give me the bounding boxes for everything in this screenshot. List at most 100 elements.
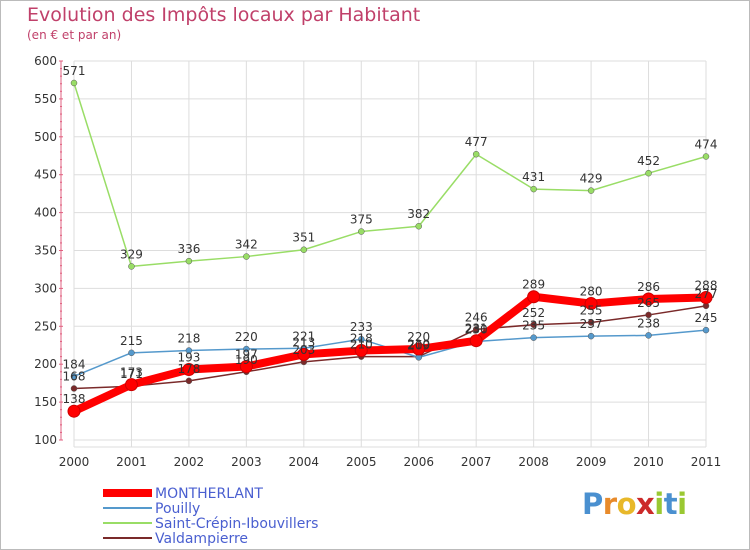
data-label-valdampierre: 252	[522, 306, 545, 320]
data-point-saint-cr-pin-ibouvillers	[415, 222, 422, 230]
x-tick-label: 2010	[633, 455, 664, 469]
data-label-saint-cr-pin-ibouvillers: 474	[695, 138, 718, 152]
data-label-saint-cr-pin-ibouvillers: 429	[580, 172, 603, 186]
data-point-pouilly	[530, 334, 537, 341]
data-point-saint-cr-pin-ibouvillers	[530, 185, 537, 193]
data-label-montherlant: 231	[465, 322, 488, 336]
chart-subtitle: (en € et par an)	[27, 28, 122, 42]
x-tick-label: 2001	[116, 455, 147, 469]
data-label-pouilly: 237	[580, 317, 603, 331]
data-label-valdampierre: 203	[292, 343, 315, 357]
x-tick-label: 2006	[403, 455, 434, 469]
x-tick-label: 2003	[231, 455, 262, 469]
data-label-pouilly: 238	[637, 316, 660, 330]
y-tick-label: 500	[34, 130, 57, 144]
data-point-saint-cr-pin-ibouvillers	[587, 187, 595, 194]
data-label-saint-cr-pin-ibouvillers: 329	[120, 247, 143, 261]
x-tick-label: 2007	[461, 455, 492, 469]
y-tick-label: 350	[34, 244, 57, 258]
x-tick-label: 2005	[346, 455, 377, 469]
data-point-montherlant	[239, 359, 253, 373]
data-label-montherlant: 280	[580, 285, 603, 299]
series-line-saint-cr-pin-ibouvillers	[73, 82, 707, 268]
x-tick-label: 2004	[289, 455, 320, 469]
proxiti-logo: Proxiti	[582, 487, 687, 521]
data-point-valdampierre	[530, 321, 537, 329]
data-label-pouilly: 184	[63, 357, 86, 371]
data-label-montherlant: 220	[407, 330, 430, 344]
data-point-montherlant	[642, 292, 656, 306]
data-label-saint-cr-pin-ibouvillers: 336	[177, 242, 200, 256]
data-label-pouilly: 230	[465, 322, 488, 336]
data-point-valdampierre	[472, 326, 480, 333]
data-point-pouilly	[128, 349, 135, 357]
data-point-montherlant	[584, 297, 598, 311]
x-tick-label: 2011	[691, 455, 722, 469]
logo-letter: P	[582, 487, 603, 521]
series-line-valdampierre	[73, 305, 707, 390]
data-label-montherlant: 138	[63, 392, 86, 406]
data-label-pouilly: 215	[120, 334, 143, 348]
data-point-saint-cr-pin-ibouvillers	[300, 246, 308, 253]
data-point-saint-cr-pin-ibouvillers	[702, 153, 710, 160]
y-tick-label: 400	[34, 206, 57, 220]
logo-letter: x	[636, 487, 655, 521]
y-tick-label: 550	[34, 92, 57, 106]
data-point-montherlant	[699, 290, 713, 304]
data-label-saint-cr-pin-ibouvillers: 431	[522, 170, 545, 184]
x-tick-label: 2009	[576, 455, 607, 469]
y-tick-label: 150	[34, 395, 57, 409]
data-label-saint-cr-pin-ibouvillers: 342	[235, 238, 258, 252]
y-tick-label: 450	[34, 168, 57, 182]
data-label-valdampierre: 168	[63, 369, 86, 383]
data-point-pouilly	[645, 332, 652, 339]
data-point-montherlant	[67, 404, 81, 418]
data-point-saint-cr-pin-ibouvillers	[645, 169, 652, 177]
data-point-pouilly	[702, 326, 710, 334]
x-tick-label: 2008	[518, 455, 549, 469]
data-label-saint-cr-pin-ibouvillers: 571	[63, 64, 86, 78]
data-label-montherlant: 213	[292, 335, 315, 349]
data-label-montherlant: 197	[235, 347, 258, 361]
data-label-montherlant: 193	[177, 351, 200, 365]
x-tick-label: 2000	[59, 455, 90, 469]
logo-letter: r	[602, 487, 617, 521]
data-point-pouilly	[70, 373, 78, 380]
series-line-montherlant	[70, 292, 710, 416]
data-label-saint-cr-pin-ibouvillers: 452	[637, 154, 660, 168]
data-label-valdampierre: 265	[637, 296, 660, 310]
data-label-pouilly: 235	[522, 319, 545, 333]
data-point-saint-cr-pin-ibouvillers	[243, 253, 250, 260]
data-point-montherlant	[354, 344, 368, 358]
data-label-pouilly: 220	[235, 330, 258, 344]
data-point-valdampierre	[185, 377, 193, 385]
logo-letter: o	[616, 487, 637, 521]
data-label-pouilly: 218	[177, 332, 200, 346]
data-label-pouilly: 221	[292, 329, 315, 343]
data-label-saint-cr-pin-ibouvillers: 351	[292, 231, 315, 245]
data-point-montherlant	[182, 363, 196, 377]
data-point-pouilly	[358, 335, 365, 343]
y-tick-label: 200	[34, 357, 57, 371]
data-point-pouilly	[587, 332, 595, 340]
data-label-valdampierre: 190	[235, 353, 258, 367]
data-label-montherlant: 288	[695, 278, 718, 292]
chart-title: Evolution des Impôts locaux par Habitant	[27, 4, 421, 26]
legend-label: Pouilly	[155, 501, 200, 517]
data-label-pouilly: 245	[695, 311, 718, 325]
legend-label: Valdampierre	[155, 531, 248, 547]
data-point-pouilly	[185, 347, 193, 354]
data-point-montherlant	[412, 342, 426, 356]
legend-label: MONTHERLANT	[155, 486, 263, 502]
data-point-montherlant	[124, 378, 138, 392]
data-point-montherlant	[469, 334, 483, 348]
data-point-saint-cr-pin-ibouvillers	[128, 263, 135, 270]
data-label-valdampierre: 277	[695, 287, 718, 301]
data-label-saint-cr-pin-ibouvillers: 477	[465, 135, 488, 149]
y-tick-label: 100	[34, 433, 57, 447]
logo-letter: i	[677, 487, 687, 521]
data-label-saint-cr-pin-ibouvillers: 382	[407, 207, 430, 221]
data-point-valdampierre	[645, 311, 652, 319]
data-label-valdampierre: 178	[177, 362, 200, 376]
y-tick-label: 250	[34, 319, 57, 333]
